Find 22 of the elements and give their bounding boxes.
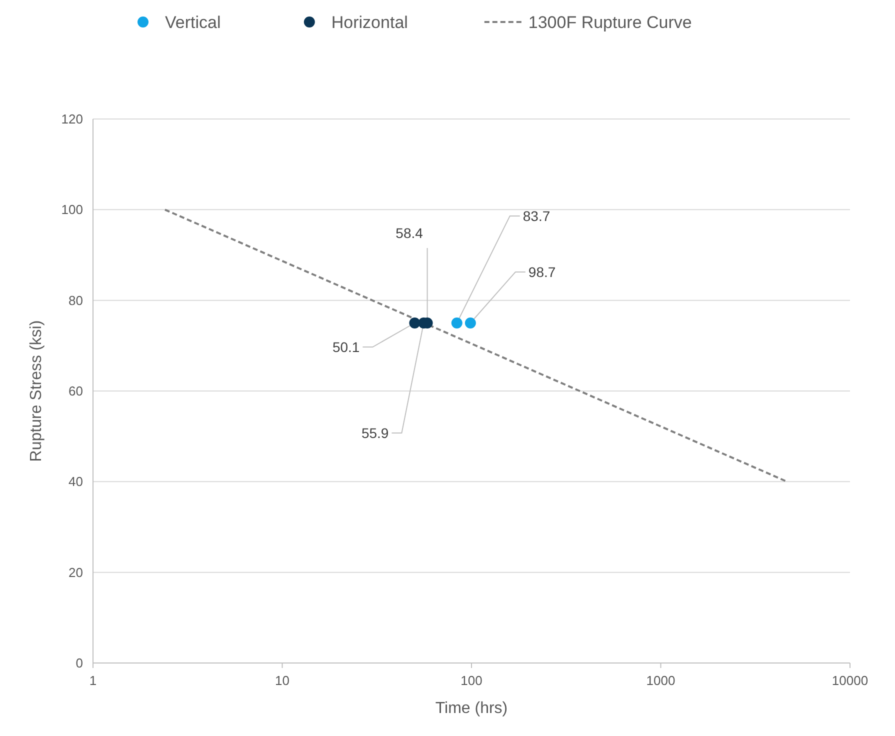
annotation: 55.9 xyxy=(361,425,389,441)
legend-label: Horizontal xyxy=(331,13,408,32)
x-tick-label: 10000 xyxy=(832,673,868,688)
y-axis-title: Rupture Stress (ksi) xyxy=(28,320,45,462)
x-tick-label: 100 xyxy=(460,673,482,688)
x-tick-label: 1 xyxy=(89,673,97,688)
y-tick-label: 60 xyxy=(68,384,83,398)
y-tick-label: 20 xyxy=(68,564,83,580)
annotation: 50.1 xyxy=(332,339,360,355)
y-tick-label: 100 xyxy=(61,202,83,218)
annotation: 58.4 xyxy=(396,225,424,241)
y-tick-label: 120 xyxy=(61,112,83,126)
y-tick-label: 0 xyxy=(76,656,83,670)
y-tick-label: 80 xyxy=(68,292,83,308)
y-tick-label: 40 xyxy=(68,474,83,490)
x-tick-label: 10 xyxy=(275,673,290,688)
annotation: 83.7 xyxy=(522,208,550,224)
legend-label: 1300F Rupture Curve xyxy=(528,13,692,32)
annotation: 98.7 xyxy=(528,264,556,280)
legend-label: Vertical xyxy=(165,13,221,32)
x-axis-title: Time (hrs) xyxy=(435,700,508,717)
x-tick-label: 1000 xyxy=(646,673,676,688)
